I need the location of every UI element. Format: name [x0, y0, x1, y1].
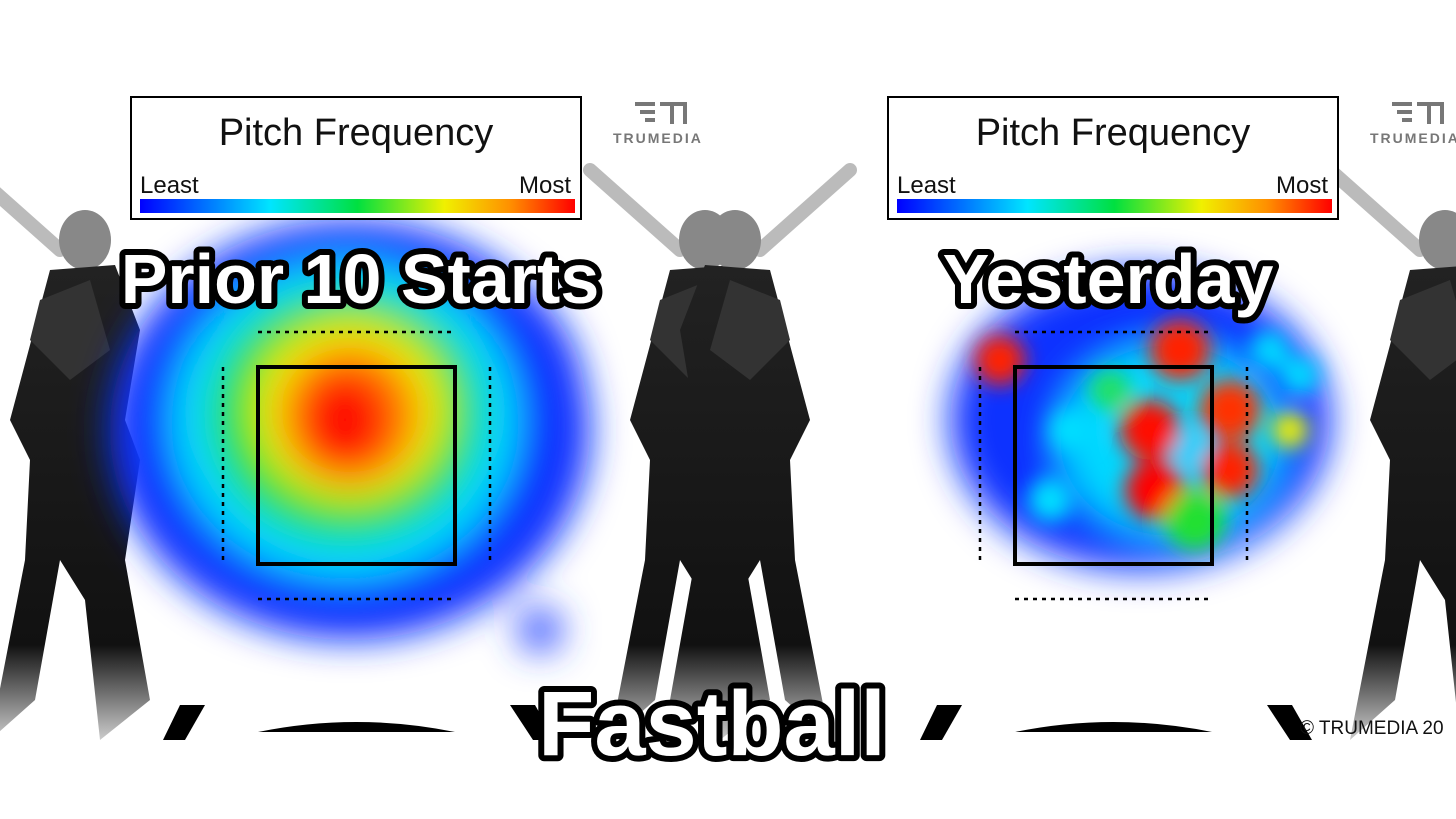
home-plate — [258, 722, 455, 732]
heat-spot — [1280, 355, 1320, 395]
head — [709, 210, 761, 270]
heat-spot — [1120, 400, 1180, 460]
batter-box — [1267, 705, 1312, 740]
head — [1419, 210, 1456, 270]
legend-title: Pitch Frequency — [976, 112, 1251, 154]
bat — [753, 163, 857, 257]
logo-text: TRUMEDIA — [613, 130, 703, 146]
heat-spot — [1165, 490, 1225, 550]
heat-area — [300, 370, 390, 470]
legend-title: Pitch Frequency — [219, 112, 494, 154]
body — [1350, 266, 1456, 740]
pitch-panel: Pitch Frequency Least Most TRUMEDIA Prior 10… — [0, 96, 770, 740]
bat — [1323, 163, 1427, 257]
batter-silhouette — [670, 163, 857, 740]
heat-spot — [1028, 478, 1072, 522]
legend-box — [130, 96, 582, 220]
batter-box — [163, 705, 205, 740]
heat-area — [518, 608, 562, 652]
legend-high: Most — [519, 172, 571, 199]
batter-box — [510, 705, 555, 740]
batter-silhouette — [0, 187, 150, 740]
legend-gradient — [897, 199, 1332, 213]
legend-low: Least — [897, 172, 956, 199]
copyright: © TRUMEDIA 20 — [1300, 718, 1444, 739]
strike-zone — [1013, 365, 1214, 566]
heat-spot — [1250, 330, 1290, 370]
panel-label: Prior 10 Starts — [121, 240, 600, 318]
arms — [710, 280, 790, 380]
logo-mark — [1392, 102, 1444, 124]
caption: Fastball — [538, 673, 886, 775]
batter-silhouette — [1323, 163, 1456, 740]
body — [670, 265, 830, 740]
batter-box — [920, 705, 962, 740]
heat-spot — [1202, 442, 1258, 498]
logo-text: TRUMEDIA — [1370, 130, 1456, 146]
legend-box — [887, 96, 1339, 220]
legend-high: Most — [1276, 172, 1328, 199]
heatmap — [110, 220, 590, 652]
heat-spot — [1050, 410, 1090, 450]
bat — [0, 187, 67, 257]
heat-spot — [1174, 434, 1206, 466]
bat — [583, 163, 687, 257]
logo-mark — [635, 102, 687, 124]
head — [59, 210, 111, 270]
heat-spot — [975, 335, 1025, 385]
legend-gradient — [140, 199, 575, 213]
legend-low: Least — [140, 172, 199, 199]
heat-spot — [1090, 370, 1130, 410]
heat-spot — [1200, 380, 1260, 440]
pitch-panel: Pitch Frequency Least Most TRUMEDIA Yesterda… — [670, 96, 1456, 740]
arms — [1390, 280, 1456, 380]
strike-zone — [256, 365, 457, 566]
body — [0, 265, 150, 740]
arms — [30, 280, 110, 380]
heat-spot — [1272, 412, 1308, 448]
panels: Pitch Frequency Least Most TRUMEDIA Prior 10… — [0, 96, 1456, 740]
panel-label: Yesterday — [943, 240, 1274, 318]
home-plate — [1015, 722, 1212, 732]
heatmap-spots — [975, 320, 1320, 550]
heat-spot — [1150, 320, 1210, 380]
